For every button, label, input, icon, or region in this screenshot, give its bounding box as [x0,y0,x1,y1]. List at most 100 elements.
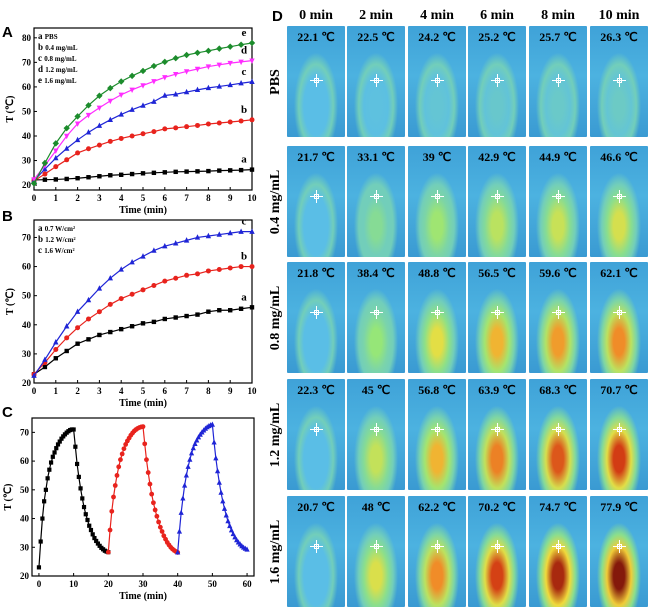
data-point [96,122,103,128]
row-label: 1.6 mg/mL [268,519,283,584]
data-point [31,372,37,378]
thermal-image: 22.3 ℃ [287,379,345,490]
data-point [140,424,146,430]
y-tick-label: 20 [22,378,32,388]
data-point [118,296,124,302]
data-point [140,287,146,293]
data-point [173,240,179,246]
x-tick-label: 2 [75,193,80,203]
data-point [47,467,52,472]
crosshair-box [435,427,440,432]
data-point [118,266,124,272]
x-axis-title: Time (min) [119,205,167,216]
data-point [75,341,80,346]
thermal-image: 38.4 ℃ [347,262,405,373]
data-point [172,54,179,62]
data-point [42,364,48,370]
data-point [228,168,233,173]
crosshair-icon [552,306,565,319]
x-tick-label: 8 [206,386,211,396]
legend-label: 0.8 mg/mL [44,55,77,63]
crosshair-icon [613,306,626,319]
data-point [139,67,147,75]
data-point [41,159,49,167]
crosshair-box [374,310,379,315]
data-point [249,228,255,234]
y-tick-label: 20 [22,180,32,190]
temperature-readout: 63.9 ℃ [478,383,516,397]
data-point [238,306,244,311]
data-point [80,496,85,501]
data-point [147,481,153,487]
legend-entry: e 1.6 mg/mL [38,75,77,85]
data-point [64,145,70,151]
data-point [53,148,59,154]
panel-letter-a: A [2,24,13,41]
x-tick-label: 8 [206,193,211,203]
x-tick-label: 6 [163,386,168,396]
data-point [94,538,99,544]
crosshair-icon [310,74,323,87]
thermal-image: 59.6 ℃ [529,262,587,373]
crosshair-icon [552,74,565,87]
data-point [129,324,135,329]
temperature-readout: 70.2 ℃ [478,500,516,514]
data-point [195,271,200,277]
data-point [83,512,88,517]
data-point [95,541,101,546]
x-tick-label: 10 [69,579,79,589]
legend-label: 1.6 W/cm² [44,247,74,255]
data-point [173,125,179,131]
x-tick-label: 7 [184,193,189,203]
crosshair-box [617,194,622,199]
data-point [87,523,92,528]
series-c [31,78,255,183]
thermal-image: 46.6 ℃ [590,146,648,257]
temperature-readout: 21.8 ℃ [297,266,335,280]
data-point [184,313,189,319]
thermal-image: 21.7 ℃ [287,146,345,257]
data-point [249,167,255,172]
data-point [71,427,76,432]
data-point [206,309,211,314]
x-tick-label: 1 [54,386,59,396]
plot-frame [31,417,255,577]
data-point [31,177,37,183]
y-tick-label: 80 [22,33,32,43]
y-tick-label: 50 [22,291,32,301]
data-point [162,170,167,175]
data-point [119,451,125,457]
data-point [129,133,135,139]
crosshair-icon [552,423,565,436]
data-point [205,268,211,274]
crosshair-box [556,310,561,315]
plot-frame [33,219,253,384]
data-point [81,504,87,510]
legend-label: 1.2 W/cm² [45,236,75,244]
series-line [33,265,252,375]
crosshair-icon [491,190,504,203]
temperature-readout: 20.7 ℃ [297,500,335,514]
legend-entry: c 1.6 W/cm² [38,245,75,255]
crosshair-icon [491,74,504,87]
data-point [78,486,83,491]
crosshair-box [617,78,622,83]
y-tick-label: 60 [22,262,32,272]
data-point [85,129,92,135]
data-point [206,168,211,174]
data-point [162,92,168,98]
crosshair-icon [370,190,383,203]
curve-label: c [242,216,247,228]
data-point [54,446,59,451]
data-point [85,102,92,109]
data-point [176,528,183,534]
panel-letter-d: D [272,8,283,25]
data-point [184,272,190,278]
y-tick-label: 50 [22,106,32,116]
data-point [140,321,146,326]
data-point [96,142,102,148]
data-point [184,124,190,130]
data-point [121,446,127,452]
data-point [64,157,70,163]
temperature-readout: 48.8 ℃ [418,266,456,280]
